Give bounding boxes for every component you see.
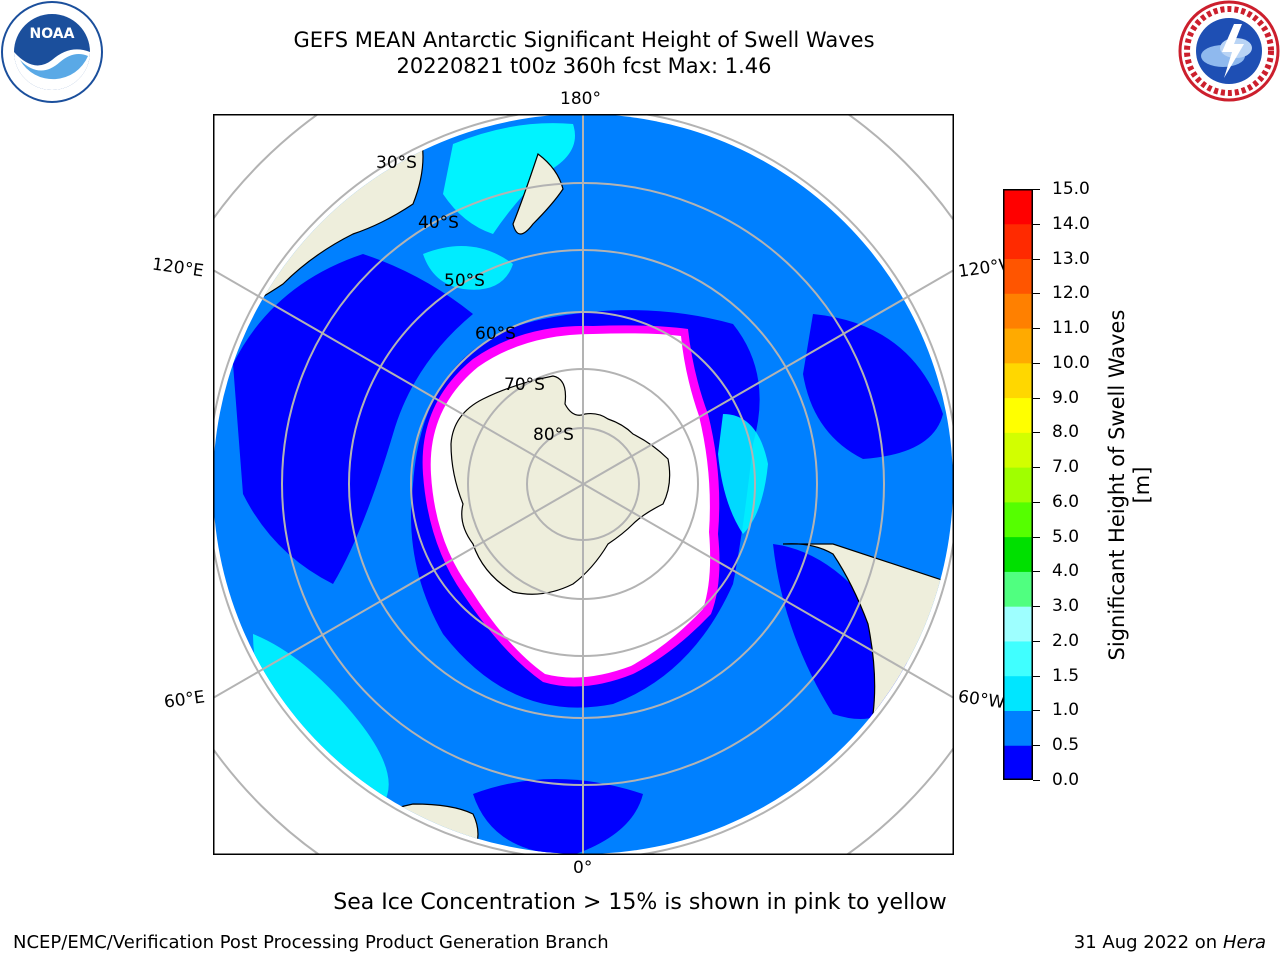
nws-logo-icon <box>1178 0 1280 102</box>
colorbar-tick-label: 4.0 <box>1052 561 1080 582</box>
colorbar-tick-mark <box>1033 606 1040 608</box>
lon-label-0: 0° <box>573 858 593 878</box>
swell-cyan-north <box>443 123 575 234</box>
colorbar-block <box>1003 258 1033 294</box>
colorbar-block <box>1003 710 1033 746</box>
colorbar-tick-mark <box>1033 432 1040 434</box>
colorbar-tick-mark <box>1033 293 1040 295</box>
colorbar-block <box>1003 189 1033 225</box>
colorbar-tick-mark <box>1033 571 1040 573</box>
colorbar-tick-label: 11.0 <box>1052 318 1090 339</box>
colorbar-tick-mark <box>1033 397 1040 399</box>
colorbar-tick-mark <box>1033 745 1040 747</box>
colorbar-block <box>1003 223 1033 260</box>
new-zealand <box>512 153 564 235</box>
lon-label-180: 180° <box>560 89 601 109</box>
colorbar-tick-mark <box>1033 536 1040 538</box>
lat-label-30s: 30°S <box>376 153 417 173</box>
colorbar-block <box>1003 571 1033 607</box>
chart-subtitle: 20220821 t00z 360h fcst Max: 1.46 <box>396 54 772 78</box>
colorbar-block <box>1003 675 1033 711</box>
lat-label-50s: 50°S <box>444 271 485 291</box>
colorbar-tick-label: 7.0 <box>1052 457 1080 478</box>
colorbar-tick-label: 1.5 <box>1052 665 1080 686</box>
colorbar-tick-label: 3.0 <box>1052 596 1080 617</box>
low-swell-region-south <box>473 779 643 854</box>
colorbar-tick-mark <box>1033 640 1040 642</box>
noaa-logo-icon: NOAA <box>1 1 103 103</box>
swell-cyan-east <box>718 414 768 534</box>
lat-label-80s: 80°S <box>533 425 574 445</box>
credit-branch: NCEP/EMC/Verification Post Processing Pr… <box>13 932 609 953</box>
colorbar-tick-label: 9.0 <box>1052 387 1080 408</box>
colorbar-block <box>1003 362 1033 399</box>
colorbar-block <box>1003 606 1033 642</box>
colorbar-tick-label: 0.5 <box>1052 735 1080 756</box>
colorbar-block <box>1003 467 1033 503</box>
colorbar-tick-label: 12.0 <box>1052 283 1090 304</box>
chart-title: GEFS MEAN Antarctic Significant Height o… <box>293 28 875 52</box>
swell-cyan-southwest <box>253 634 389 804</box>
colorbar-tick-mark <box>1033 258 1040 260</box>
colorbar-tick-label: 13.0 <box>1052 248 1090 269</box>
colorbar-tick-label: 15.0 <box>1052 179 1090 199</box>
lon-label-60e: 60°E <box>162 687 207 713</box>
low-swell-region-east <box>803 314 943 459</box>
colorbar-block <box>1003 397 1033 433</box>
lon-label-60w: 60°W <box>956 686 1007 714</box>
colorbar-tick-mark <box>1033 328 1040 330</box>
colorbar-tick-mark <box>1033 467 1040 469</box>
colorbar-tick-mark <box>1033 189 1040 190</box>
lat-label-60s: 60°S <box>475 324 516 344</box>
sea-ice-footnote: Sea Ice Concentration > 15% is shown in … <box>333 890 947 915</box>
colorbar-tick-label: 10.0 <box>1052 352 1090 373</box>
colorbar-tick-label: 14.0 <box>1052 213 1090 234</box>
graticule <box>213 114 954 855</box>
lat-label-70s: 70°S <box>504 375 545 395</box>
colorbar-tick-mark <box>1033 223 1040 225</box>
colorbar-block <box>1003 536 1033 572</box>
colorbar-tick-mark <box>1033 362 1040 364</box>
colorbar-block <box>1003 328 1033 364</box>
colorbar-tick-label: 2.0 <box>1052 630 1080 651</box>
colorbar-block <box>1003 501 1033 538</box>
colorbar-tick-mark <box>1033 780 1040 781</box>
lat-label-40s: 40°S <box>418 213 459 233</box>
colorbar-tick-label: 1.0 <box>1052 700 1080 721</box>
low-swell-region-west <box>233 254 473 584</box>
colorbar-tick-mark <box>1033 501 1040 503</box>
antarctica <box>450 375 671 595</box>
credit-date: 31 Aug 2022 on Hera <box>1073 932 1266 953</box>
colorbar-block <box>1003 432 1033 468</box>
colorbar-tick-label: 8.0 <box>1052 422 1080 443</box>
colorbar-tick-label: 6.0 <box>1052 491 1080 512</box>
colorbar <box>1003 189 1033 780</box>
colorbar-block <box>1003 640 1033 677</box>
colorbar-block <box>1003 293 1033 329</box>
colorbar-label: Significant Height of Swell Waves [m] <box>1105 309 1154 661</box>
colorbar-tick-mark <box>1033 675 1040 677</box>
lon-label-120e: 120°E <box>150 254 205 282</box>
colorbar-tick-label: 5.0 <box>1052 526 1080 547</box>
colorbar-block <box>1003 745 1033 780</box>
colorbar-tick-label: 0.0 <box>1052 770 1080 790</box>
colorbar-tick-mark <box>1033 710 1040 712</box>
svg-text:NOAA: NOAA <box>30 26 75 42</box>
swell-cyan-nw <box>423 246 513 290</box>
polar-map <box>213 114 954 855</box>
